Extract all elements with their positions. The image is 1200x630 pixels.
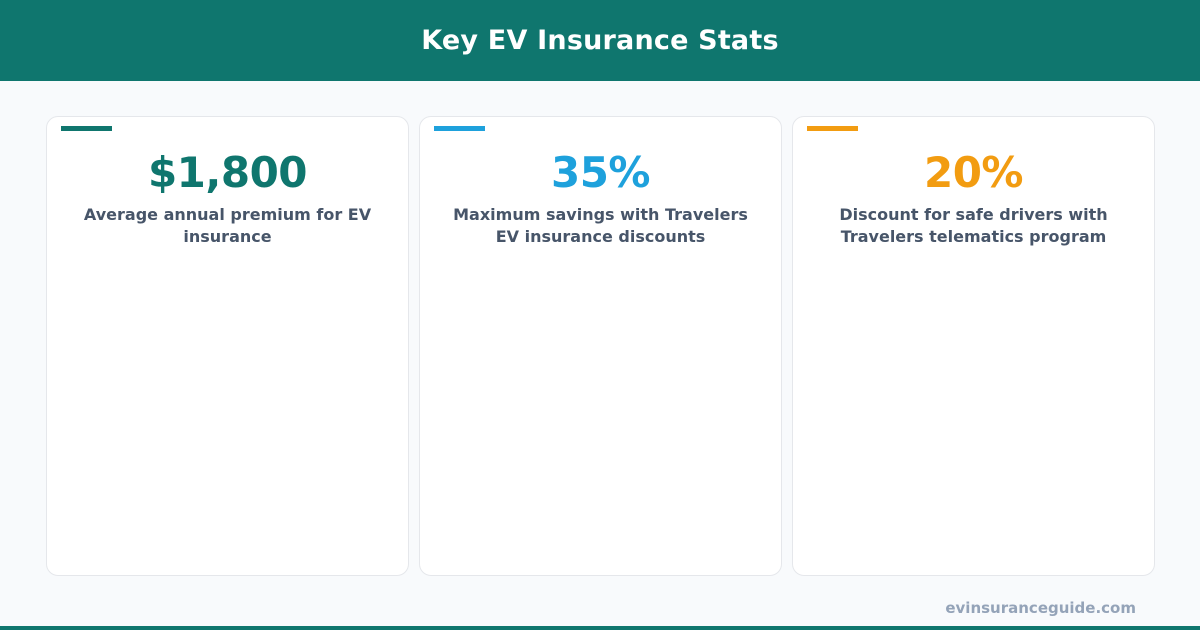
stat-value: $1,800 (147, 148, 308, 197)
stat-card-safe-driver-discount: 20% Discount for safe drivers with Trave… (792, 116, 1155, 576)
accent-bar (61, 126, 112, 131)
site-url: evinsuranceguide.com (945, 599, 1136, 617)
stat-label: Maximum savings with Travelers EV insura… (453, 205, 748, 246)
header-banner: Key EV Insurance Stats (0, 0, 1200, 81)
stat-value: 35% (550, 148, 651, 197)
stat-value: 20% (923, 148, 1024, 197)
bottom-bar (0, 626, 1200, 630)
stat-card-max-savings: 35% Maximum savings with Travelers EV in… (419, 116, 782, 576)
stat-label: Discount for safe drivers with Travelers… (839, 205, 1108, 246)
accent-bar (434, 126, 485, 131)
accent-bar (807, 126, 858, 131)
page-title: Key EV Insurance Stats (421, 25, 779, 56)
stat-card-average-premium: $1,800 Average annual premium for EV ins… (46, 116, 409, 576)
stat-label: Average annual premium for EV insurance (83, 205, 372, 246)
